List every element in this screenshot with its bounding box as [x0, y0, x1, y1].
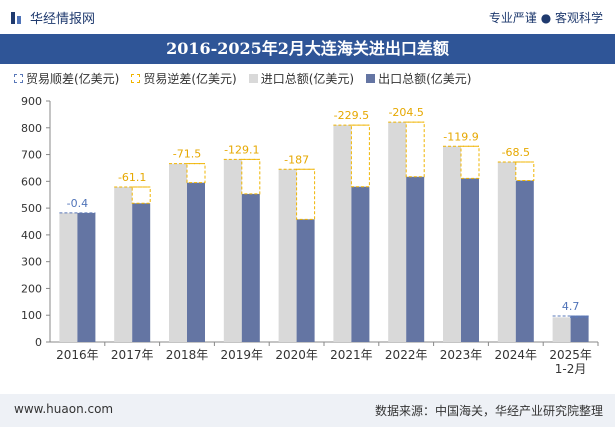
export-bar [351, 186, 370, 342]
import-bar [114, 186, 133, 342]
balance-label: -61.1 [118, 171, 146, 184]
legend-item-surplus: 贸易顺差(亿美元) [14, 70, 119, 87]
deficit-box [405, 121, 425, 178]
x-tick-label: 2023年 [440, 348, 483, 362]
balance-label: -0.4 [67, 197, 88, 210]
import-bar [552, 317, 571, 342]
legend-swatch-import [248, 74, 258, 83]
brand: 华经情报网 [10, 8, 95, 27]
export-bar [296, 219, 315, 342]
x-tick-label: 2018年 [166, 348, 209, 362]
deficit-box [350, 124, 370, 188]
deficit-box [460, 145, 480, 179]
top-bar: 华经情报网 专业严谨 ● 客观科学 [0, 0, 615, 34]
balance-label: -204.5 [388, 106, 423, 119]
export-bar [187, 182, 205, 342]
legend-label-deficit: 贸易逆差(亿美元) [143, 72, 237, 86]
balance-label: -229.5 [334, 109, 369, 122]
footer: www.huaon.com 数据来源：中国海关，华经产业研究院整理 [0, 394, 615, 427]
export-bar [406, 176, 425, 342]
brand-name: 华经情报网 [30, 12, 96, 27]
y-tick-label: 200 [21, 282, 42, 295]
export-bar [461, 178, 479, 342]
brand-logo-icon [11, 11, 21, 24]
balance-label: -71.5 [173, 148, 201, 161]
legend-item-deficit: 贸易逆差(亿美元) [131, 70, 237, 87]
export-bar [241, 193, 260, 342]
import-bar [333, 125, 352, 342]
footer-source: 数据来源：中国海关，华经产业研究院整理 [374, 404, 603, 418]
y-tick-label: 100 [21, 309, 42, 322]
export-bar [515, 180, 534, 342]
chart-legend: 贸易顺差(亿美元) 贸易逆差(亿美元) 进口总额(亿美元) 出口总额(亿美元) [14, 70, 472, 87]
balance-label: -187 [284, 153, 309, 166]
x-tick-label: 1-2月 [555, 362, 587, 376]
legend-label-import: 进口总额(亿美元) [260, 72, 355, 86]
y-tick-label: 500 [21, 202, 42, 215]
legend-label-export: 出口总额(亿美元) [378, 72, 472, 86]
legend-item-import: 进口总额(亿美元) [248, 70, 355, 87]
tagline: 专业严谨 ● 客观科学 [488, 11, 603, 25]
export-bar [570, 316, 589, 342]
import-bar [169, 163, 187, 342]
deficit-box [186, 163, 206, 184]
export-bar [77, 212, 96, 342]
y-tick-label: 300 [21, 256, 42, 269]
legend-swatch-export [366, 74, 376, 83]
chart-title: 2016-2025年2月大连海关进出口差额 [166, 39, 449, 58]
legend-swatch-surplus [14, 74, 23, 83]
deficit-box [296, 168, 316, 220]
balance-label: -68.5 [502, 146, 530, 159]
x-tick-label: 2024年 [495, 348, 538, 362]
y-tick-label: 600 [21, 175, 42, 188]
deficit-box [131, 186, 151, 204]
legend-item-export: 出口总额(亿美元) [366, 70, 472, 87]
y-tick-label: 900 [21, 95, 42, 108]
import-bar [223, 159, 242, 342]
x-tick-label: 2022年 [385, 348, 428, 362]
legend-label-surplus: 贸易顺差(亿美元) [26, 72, 120, 86]
import-bar [388, 122, 407, 342]
legend-swatch-deficit [131, 74, 141, 83]
x-tick-label: 2021年 [330, 348, 373, 362]
x-tick-label: 2016年 [56, 348, 99, 362]
footer-url: www.huaon.com [14, 402, 114, 416]
y-tick-label: 0 [35, 336, 42, 349]
balance-label: 4.7 [562, 300, 580, 313]
y-tick-label: 400 [21, 229, 42, 242]
export-bar [132, 203, 151, 342]
x-tick-label: 2019年 [221, 348, 264, 362]
deficit-box [515, 161, 535, 182]
y-tick-label: 800 [21, 122, 42, 135]
title-bar: 2016-2025年2月大连海关进出口差额 [0, 34, 615, 64]
balance-label: -119.9 [443, 130, 478, 143]
import-bar [278, 169, 297, 342]
y-tick-label: 700 [21, 149, 42, 162]
bar-chart: 0 100 200 300 400 500 600 700 800 900 -0.4 2016年 -61… [21, 95, 599, 376]
import-bar [497, 162, 516, 342]
x-tick-label: 2020年 [275, 348, 318, 362]
x-tick-label: 2017年 [111, 348, 154, 362]
deficit-box [241, 158, 261, 195]
x-tick-label: 2025年 [549, 348, 592, 362]
import-bar [443, 146, 461, 342]
balance-label: -129.1 [224, 143, 259, 156]
import-bar [59, 212, 78, 342]
